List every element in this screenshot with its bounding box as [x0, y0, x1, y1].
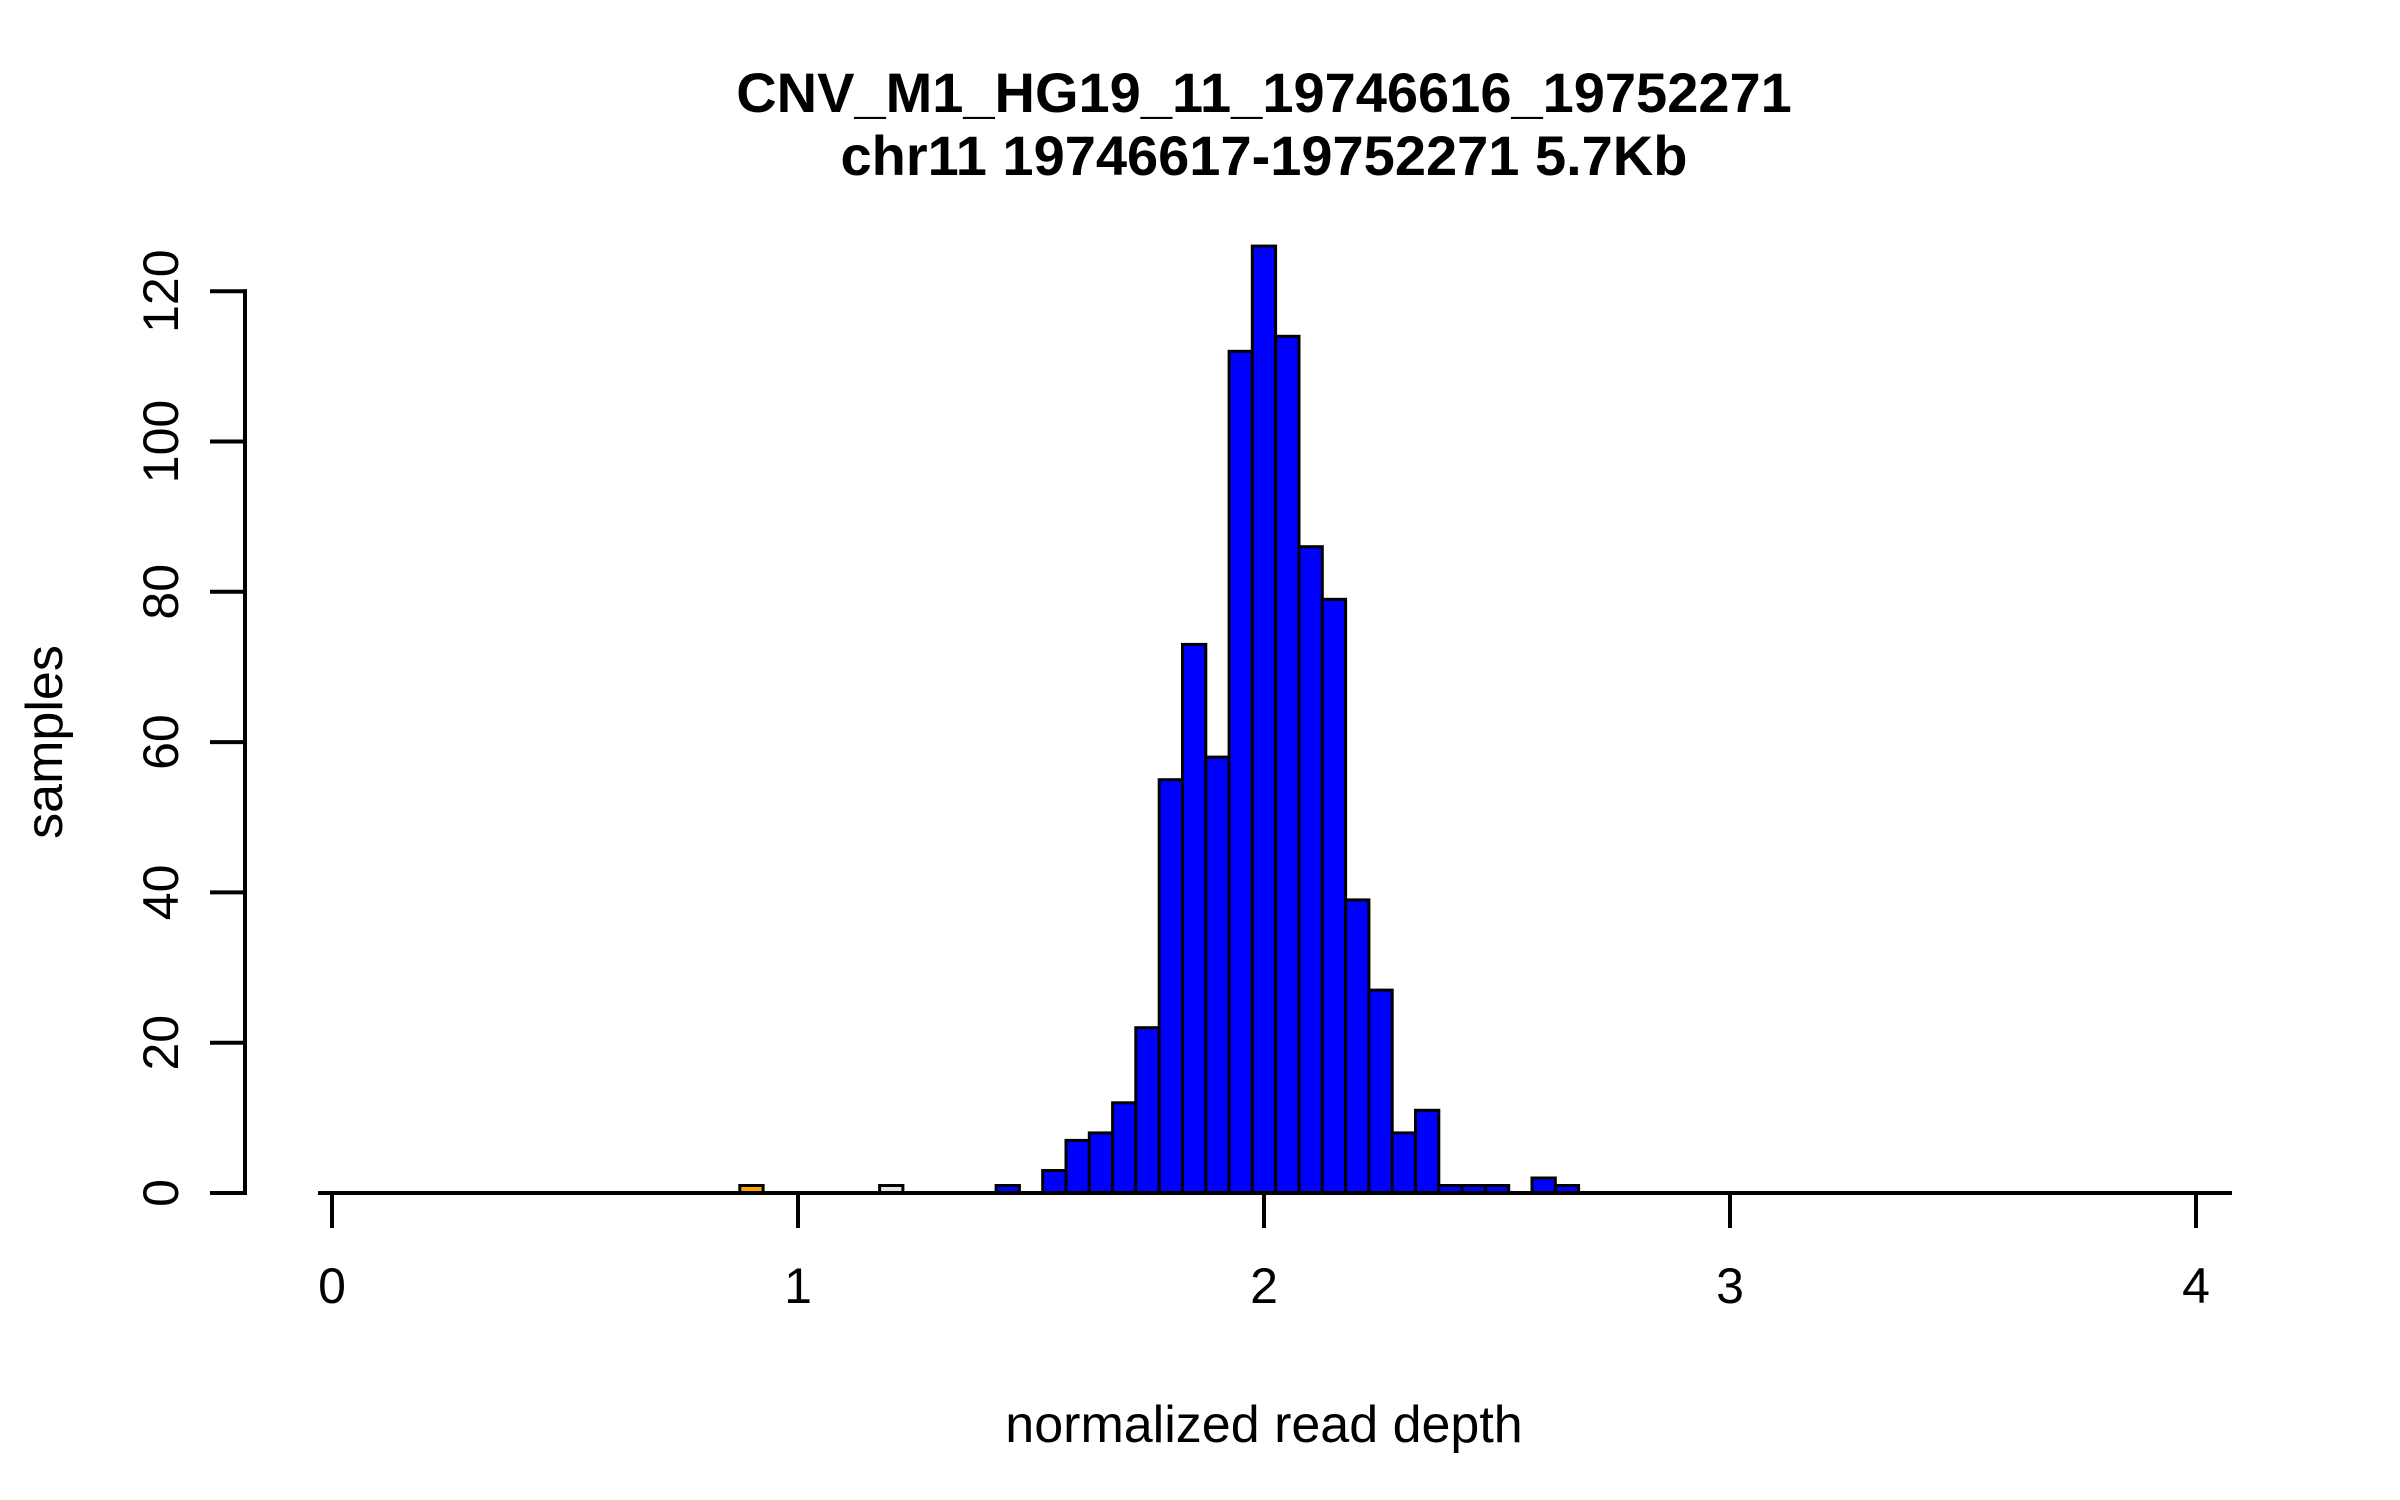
- y-axis-label: samples: [16, 645, 74, 839]
- x-tick-label: 3: [1716, 1258, 1744, 1314]
- histogram-bar: [1390, 1131, 1417, 1195]
- histogram-bar: [1367, 988, 1394, 1195]
- histogram-bar: [1064, 1138, 1091, 1195]
- y-tick-label: 40: [133, 865, 189, 921]
- chart-subtitle: chr11 19746617-19752271 5.7Kb: [841, 124, 1688, 187]
- x-tick-label: 4: [2182, 1258, 2210, 1314]
- x-tick-label: 2: [1250, 1258, 1278, 1314]
- histogram-bar: [1134, 1026, 1161, 1195]
- histogram-bar: [1250, 244, 1278, 1195]
- y-tick-label: 100: [133, 400, 189, 483]
- histogram-bar: [1111, 1101, 1138, 1195]
- histogram-bar: [1181, 642, 1208, 1195]
- histogram-bar: [1414, 1108, 1441, 1195]
- histogram-bar: [1320, 597, 1348, 1195]
- y-tick-label: 0: [133, 1179, 189, 1207]
- histogram-bar: [1297, 545, 1324, 1195]
- histogram-bars: [738, 244, 1581, 1195]
- histogram-bar: [1530, 1176, 1557, 1195]
- chart-title: CNV_M1_HG19_11_19746616_19752271: [736, 61, 1792, 124]
- histogram-bar: [1157, 778, 1184, 1195]
- y-tick-label: 60: [133, 714, 189, 770]
- histogram-bar: [1204, 755, 1231, 1195]
- y-tick-label: 80: [133, 564, 189, 620]
- x-tick-label: 0: [318, 1258, 346, 1314]
- x-axis-label: normalized read depth: [1005, 1396, 1522, 1454]
- histogram-bar: [1274, 334, 1301, 1195]
- y-tick-label: 120: [133, 249, 189, 332]
- histogram-bar: [1344, 898, 1371, 1195]
- y-tick-label: 20: [133, 1015, 189, 1071]
- histogram-bar: [1227, 349, 1254, 1195]
- histogram-bar: [1087, 1131, 1115, 1195]
- x-tick-label: 1: [784, 1258, 812, 1314]
- histogram-bar: [1041, 1169, 1068, 1195]
